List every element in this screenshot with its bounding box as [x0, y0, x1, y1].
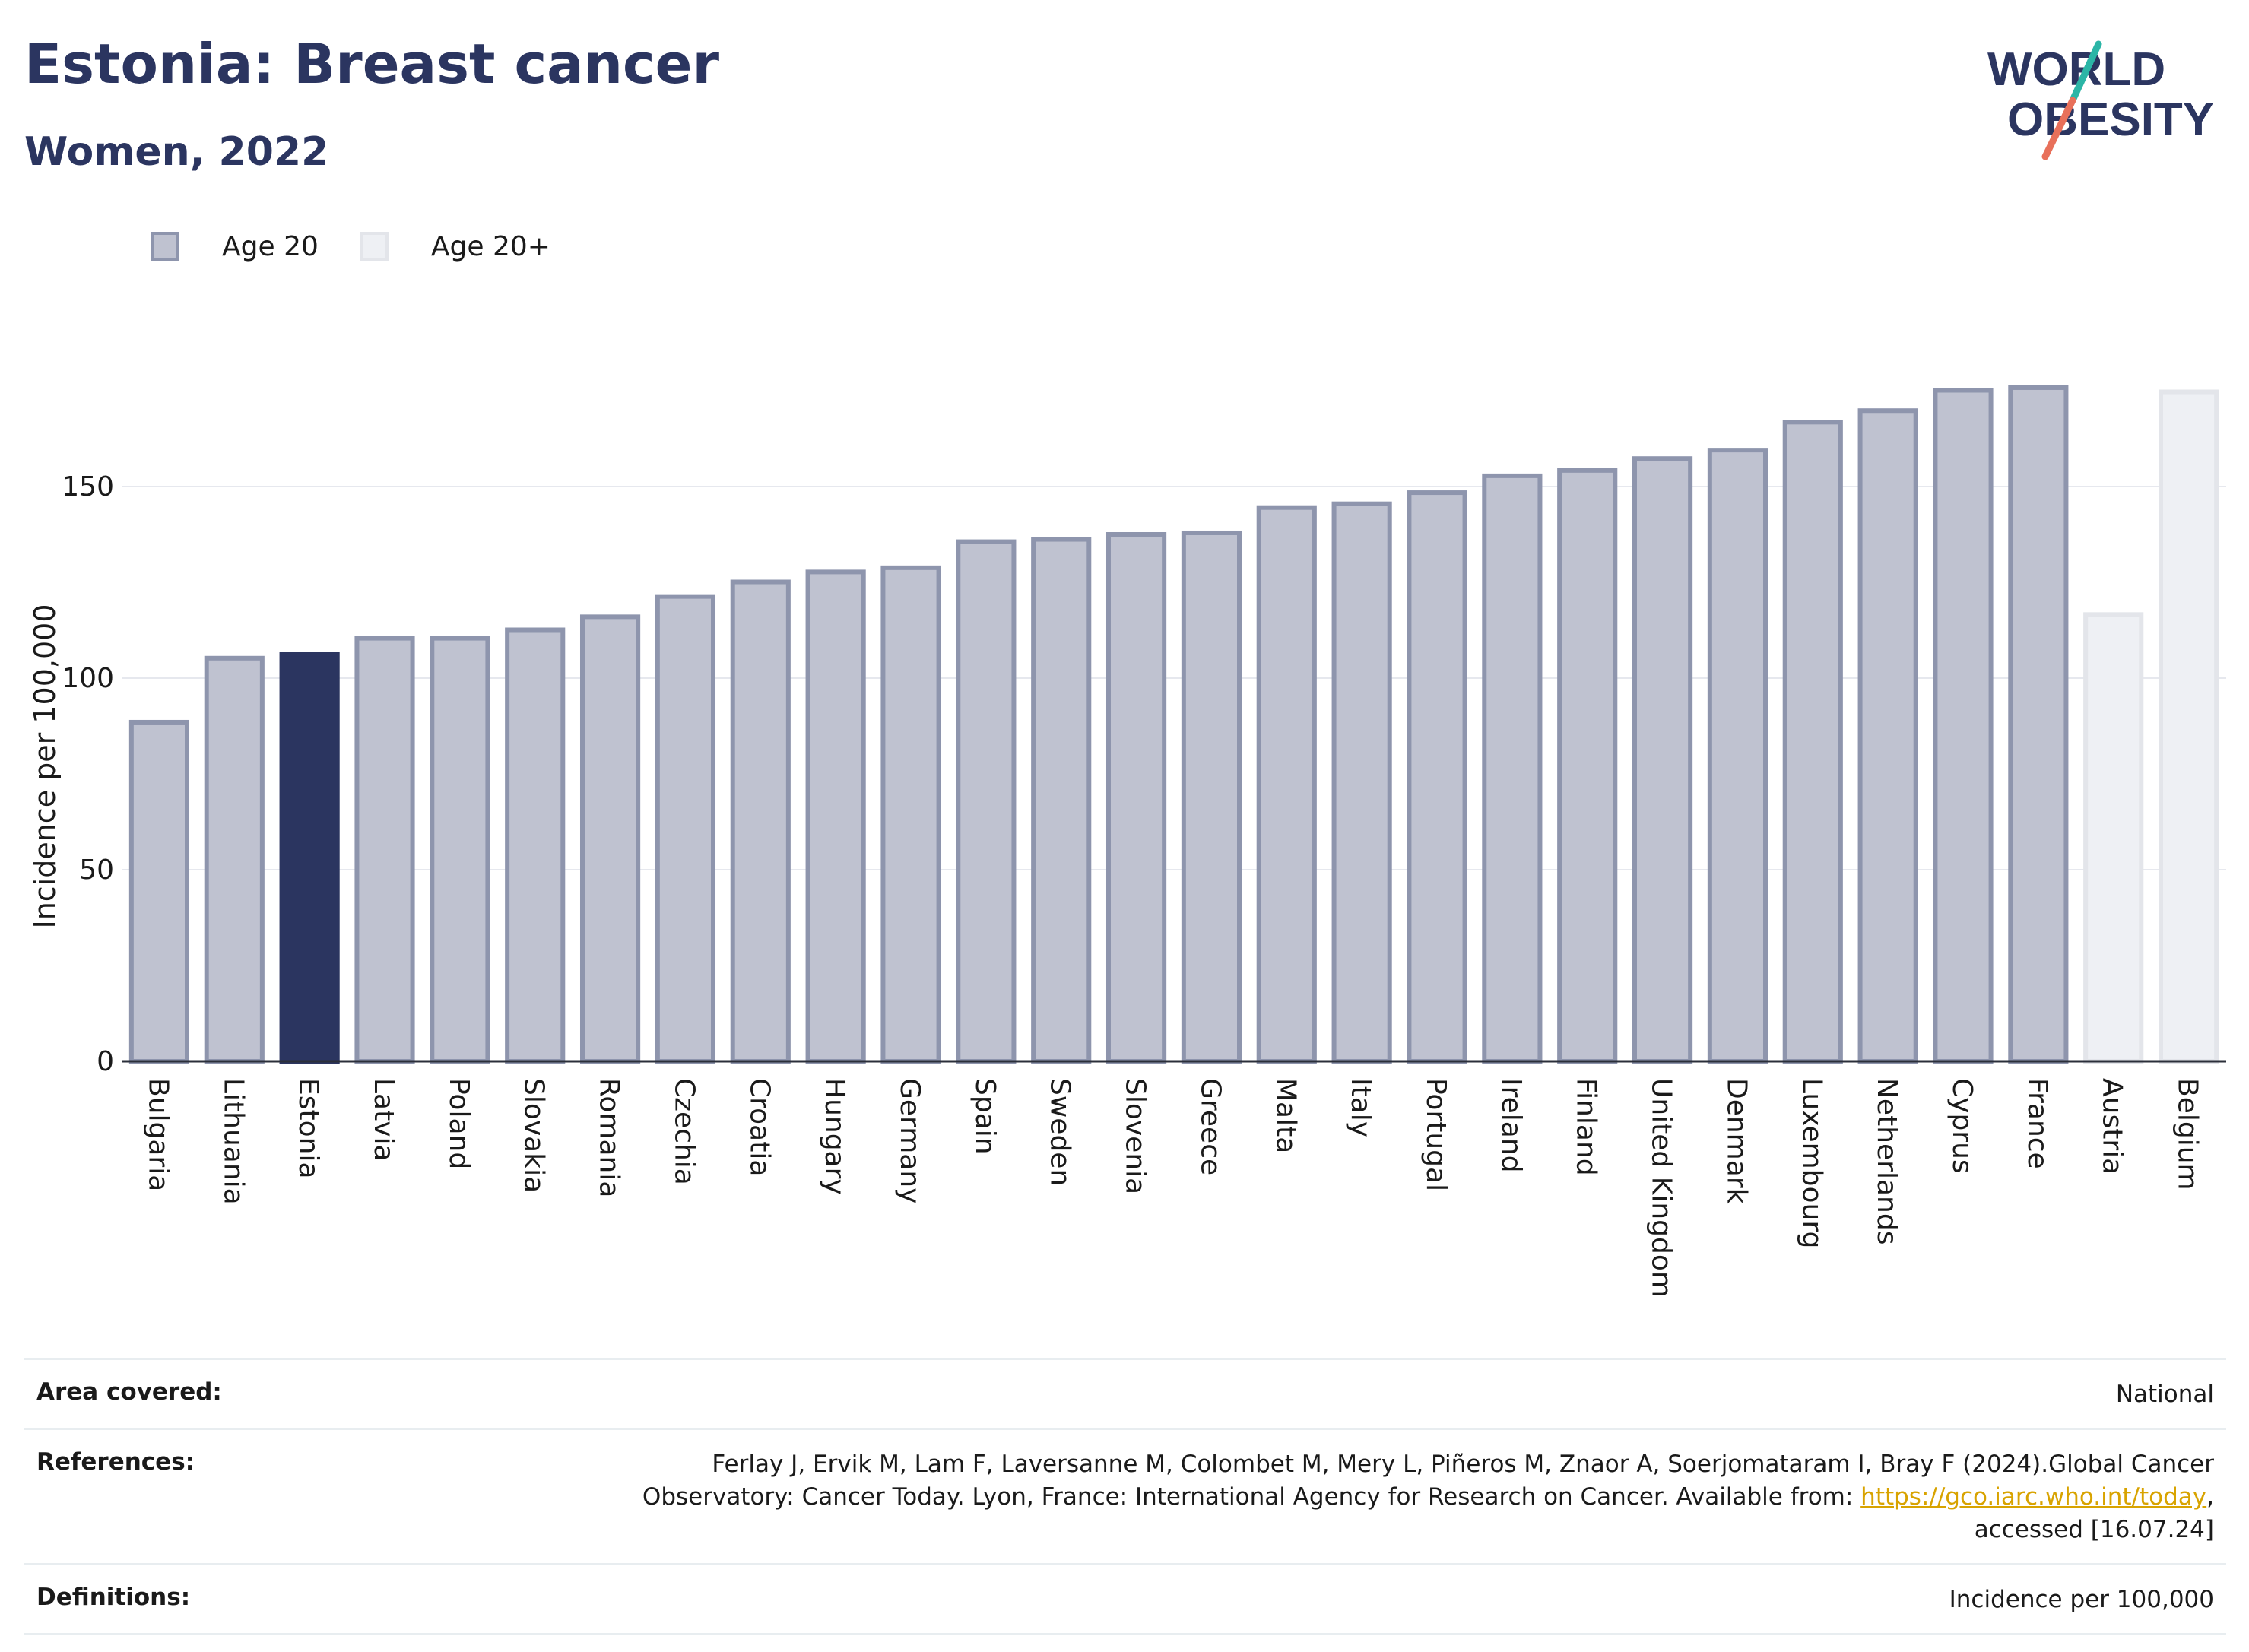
x-tick-label-france: France [2022, 1078, 2053, 1169]
x-tick-label-netherlands: Netherlands [1871, 1078, 1902, 1245]
x-tick-label-cyprus: Cyprus [1946, 1078, 1978, 1174]
bar-spain [956, 539, 1017, 1064]
bar-portugal [1407, 490, 1467, 1064]
x-tick-label-belgium: Belgium [2172, 1078, 2203, 1191]
x-tick-label-hungary: Hungary [819, 1078, 850, 1195]
x-tick-label-czechia: Czechia [668, 1078, 699, 1185]
references-text-4: accessed [16.07.24] [1974, 1516, 2214, 1543]
legend-swatch-age-20-plus [359, 232, 389, 261]
bar-france [2008, 385, 2069, 1064]
x-tick-label-denmark: Denmark [1721, 1078, 1752, 1204]
bar-latvia [354, 636, 415, 1064]
references-text-3: , [2206, 1483, 2214, 1511]
references-link[interactable]: https://gco.iarc.who.int/today [1860, 1483, 2207, 1511]
footer-row-references: References: Ferlay J, Ervik M, Lam F, La… [24, 1428, 2226, 1563]
bar-lithuania [204, 655, 265, 1064]
world-obesity-logo: WORLD OBESITY [1987, 40, 2214, 160]
logo-slash-coral [2041, 97, 2076, 160]
legend-item-age-20-plus[interactable]: Age 20+ [359, 230, 550, 262]
legend-label-age-20-plus: Age 20+ [430, 230, 550, 262]
x-tick-label-spain: Spain [969, 1078, 1001, 1155]
x-tick-label-croatia: Croatia [744, 1078, 775, 1176]
bar-poland [430, 636, 490, 1064]
x-tick-label-sweden: Sweden [1045, 1078, 1076, 1186]
bar-cyprus [1933, 388, 1994, 1064]
bar-germany [880, 565, 941, 1064]
page-title: Estonia: Breast cancer [24, 32, 719, 96]
bar-ireland [1482, 473, 1543, 1064]
x-tick-label-estonia: Estonia [293, 1078, 324, 1179]
x-tick-label-portugal: Portugal [1420, 1078, 1451, 1191]
chart-legend: Age 20 Age 20+ [151, 227, 592, 266]
y-tick-label-100: 100 [62, 663, 114, 694]
footer-row-definitions: Definitions: Incidence per 100,000 [24, 1563, 2226, 1635]
area-covered-label: Area covered: [36, 1378, 222, 1406]
bar-austria [2083, 612, 2144, 1064]
x-tick-label-poland: Poland [443, 1078, 474, 1169]
page-subtitle: Women, 2022 [24, 129, 329, 175]
bar-italy [1331, 501, 1392, 1064]
bar-czechia [655, 594, 716, 1064]
definitions-label: Definitions: [36, 1584, 191, 1611]
legend-swatch-age-20 [151, 232, 179, 261]
bar-luxembourg [1782, 420, 1843, 1064]
bar-romania [579, 614, 641, 1064]
x-tick-label-finland: Finland [1571, 1078, 1602, 1176]
x-tick-label-austria: Austria [2097, 1078, 2128, 1175]
x-tick-label-united-kingdom: United Kingdom [1646, 1078, 1677, 1298]
bar-bulgaria [128, 719, 190, 1064]
x-tick-label-italy: Italy [1345, 1078, 1376, 1137]
x-tick-label-romania: Romania [594, 1078, 625, 1197]
bar-croatia [730, 579, 791, 1064]
y-tick-label-150: 150 [62, 471, 114, 503]
x-tick-label-slovenia: Slovenia [1120, 1078, 1151, 1194]
legend-label-age-20: Age 20 [222, 230, 319, 262]
x-tick-label-germany: Germany [894, 1078, 925, 1203]
references-text-2: Observatory: Cancer Today. Lyon, France:… [642, 1483, 1861, 1511]
x-tick-label-lithuania: Lithuania [217, 1078, 249, 1205]
references-value: Ferlay J, Ervik M, Lam F, Laversanne M, … [642, 1448, 2214, 1546]
bar-malta [1256, 505, 1317, 1064]
x-tick-label-greece: Greece [1194, 1078, 1226, 1175]
y-tick-label-0: 0 [97, 1046, 114, 1077]
x-tick-label-malta: Malta [1270, 1078, 1301, 1153]
area-covered-value: National [2115, 1381, 2214, 1408]
references-text-1: Ferlay J, Ervik M, Lam F, Laversanne M, … [712, 1451, 2214, 1478]
bar-belgium [2158, 389, 2219, 1064]
bar-greece [1181, 530, 1242, 1064]
bar-estonia [279, 652, 340, 1064]
x-tick-label-luxembourg: Luxembourg [1796, 1078, 1827, 1248]
logo-slash-teal [2069, 40, 2102, 104]
bar-sweden [1031, 537, 1092, 1064]
x-tick-label-bulgaria: Bulgaria [142, 1078, 173, 1191]
chart-footer: Area covered: National References: Ferla… [24, 1358, 2226, 1635]
y-tick-label-50: 50 [79, 855, 114, 886]
legend-item-age-20[interactable]: Age 20 [151, 231, 319, 262]
y-axis-label: Incidence per 100,000 [28, 604, 62, 928]
bar-united-kingdom [1632, 456, 1693, 1064]
definitions-value: Incidence per 100,000 [1949, 1586, 2214, 1613]
bar-slovakia [505, 627, 566, 1064]
bar-finland [1557, 468, 1618, 1064]
bar-hungary [805, 569, 866, 1064]
logo-line-2: OBESITY [2007, 94, 2214, 146]
bar-netherlands [1857, 408, 1918, 1064]
bar-slovenia [1105, 532, 1167, 1064]
footer-row-area: Area covered: National [24, 1358, 2226, 1428]
x-tick-label-ireland: Ireland [1496, 1078, 1527, 1173]
bar-chart: 0 50 100 150 Incidence per 100,000 Bulgaria Li… [28, 385, 2226, 1298]
x-tick-label-latvia: Latvia [368, 1078, 399, 1162]
bar-denmark [1707, 448, 1768, 1064]
references-label: References: [36, 1448, 195, 1476]
x-tick-label-slovakia: Slovakia [519, 1078, 550, 1193]
